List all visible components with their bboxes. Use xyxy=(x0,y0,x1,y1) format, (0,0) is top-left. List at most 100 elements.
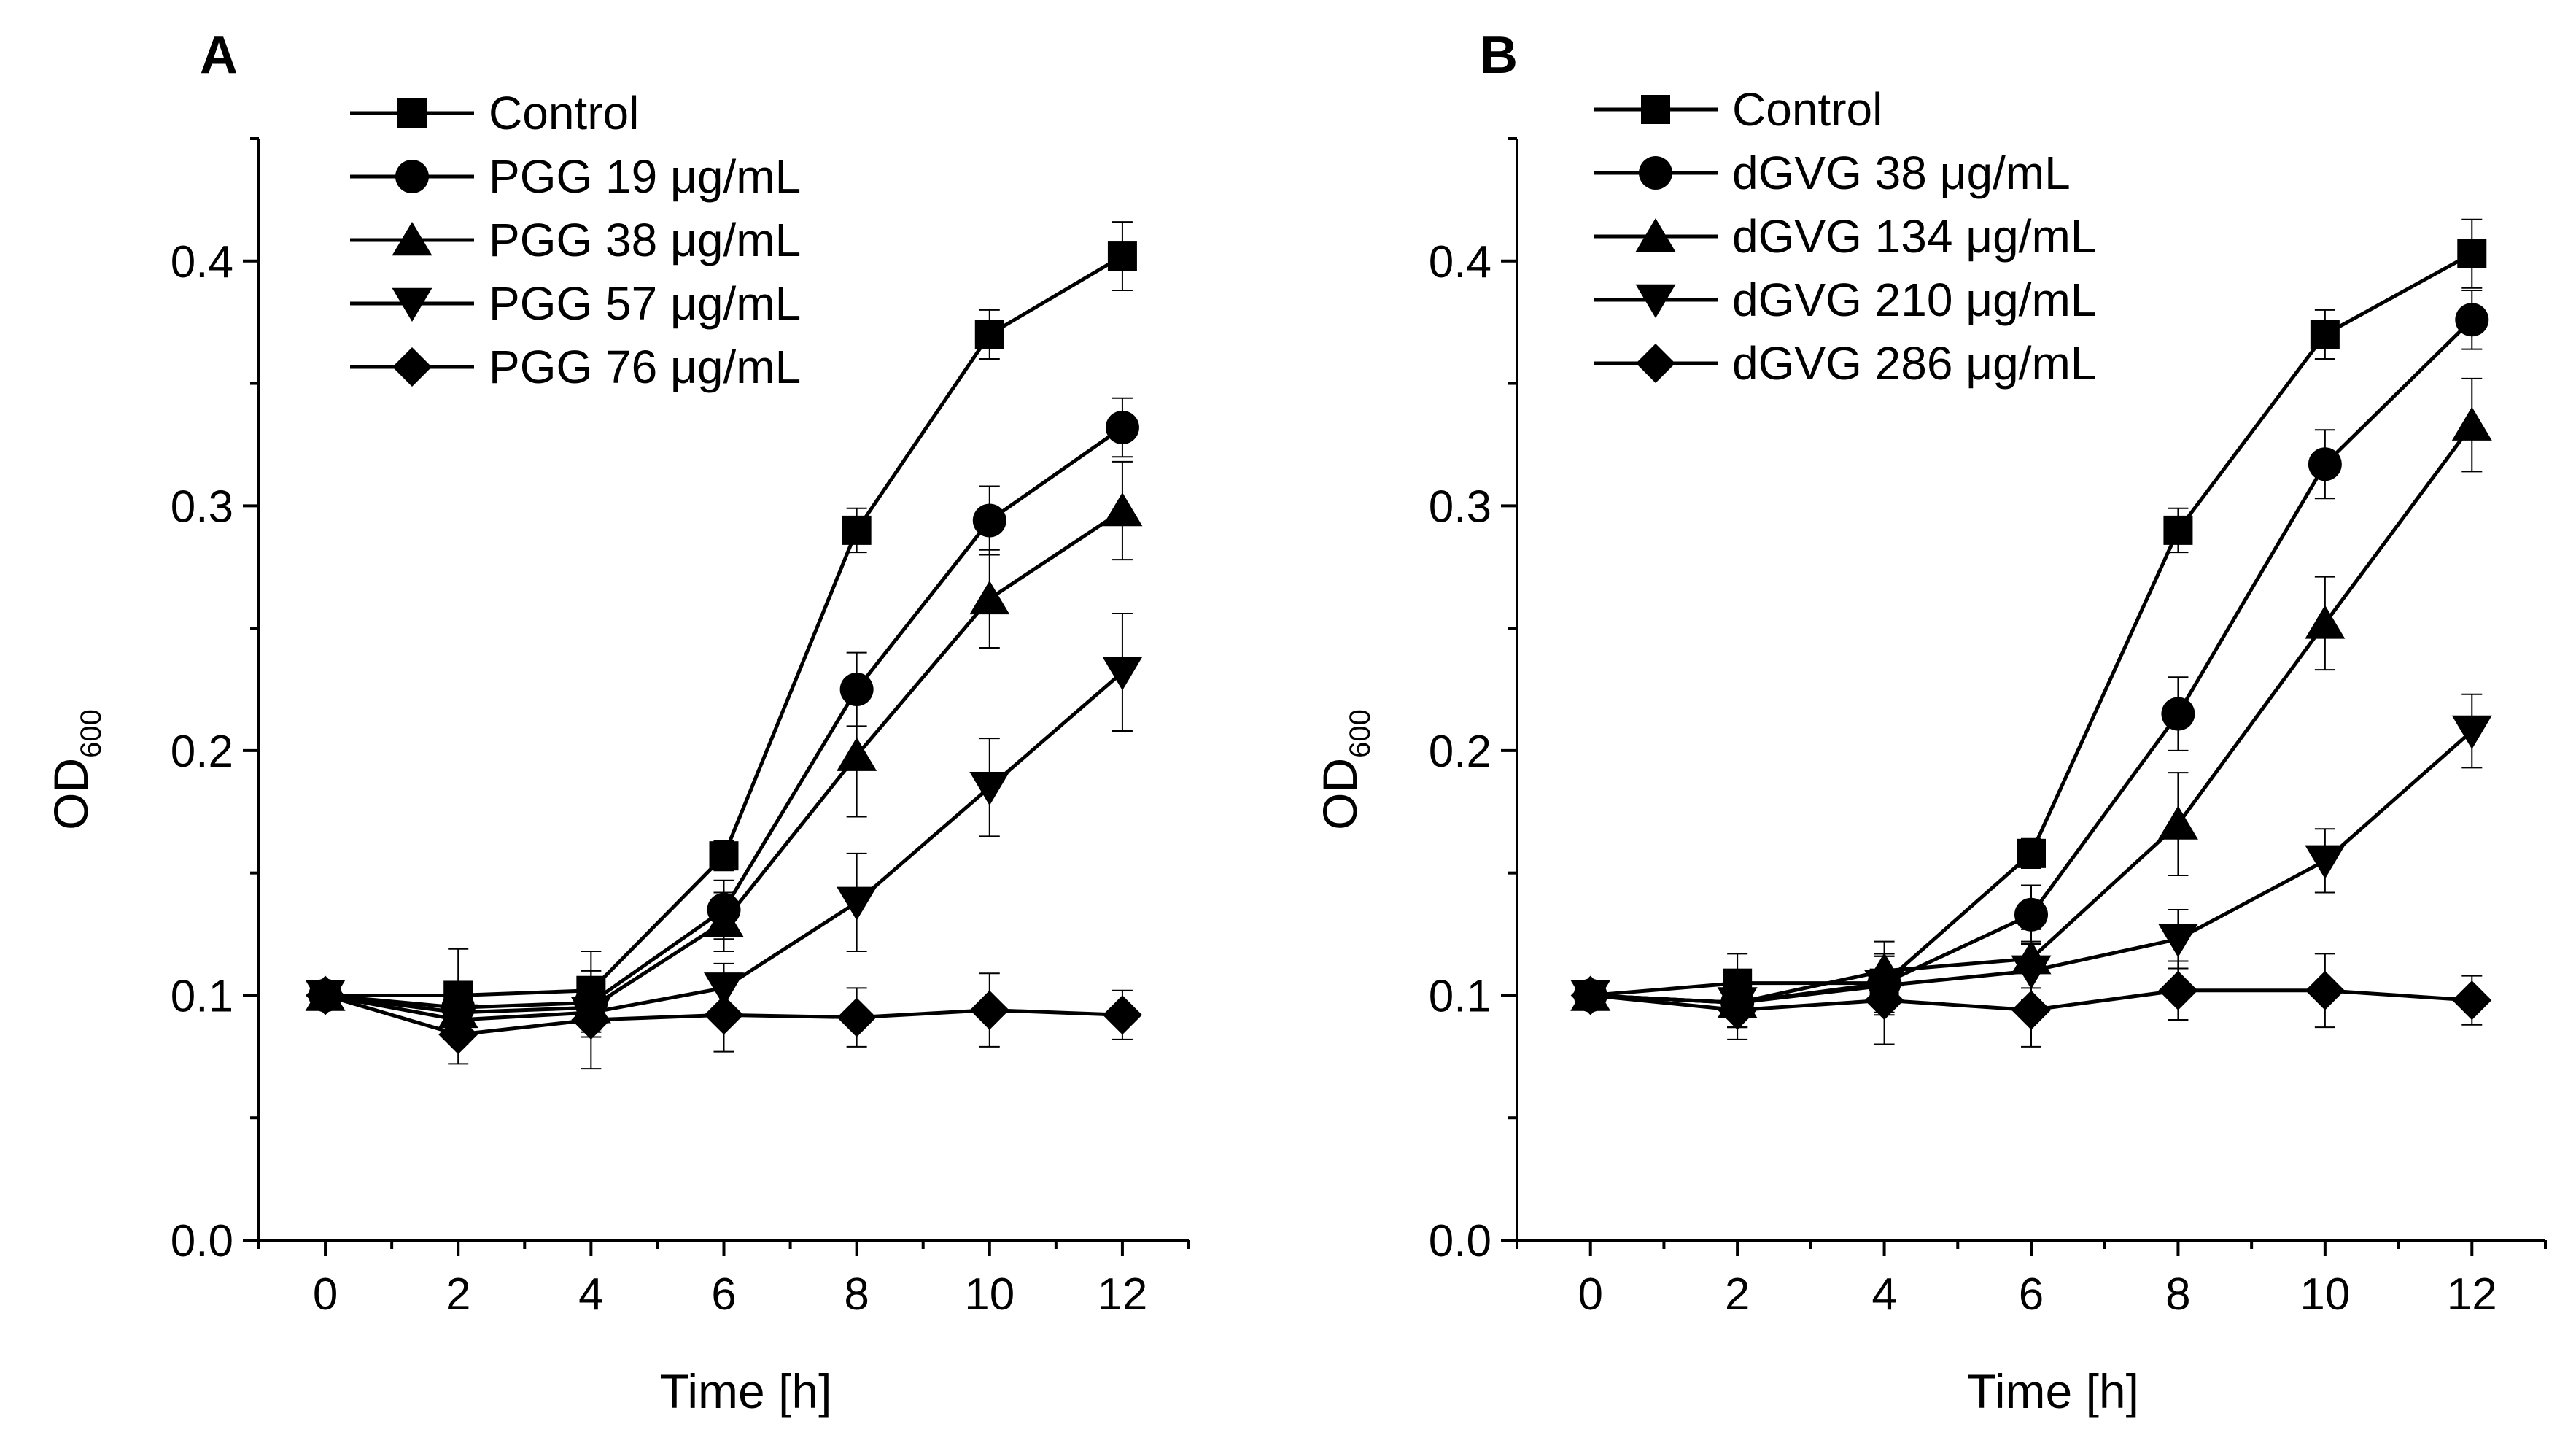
x-tick-label: 12 xyxy=(2447,1269,2497,1320)
panel-label: A xyxy=(200,26,238,85)
x-tick-label: 0 xyxy=(1578,1269,1602,1320)
legend-entry: Control xyxy=(1594,83,1882,136)
data-point xyxy=(1718,990,1758,1030)
x-tick-label: 8 xyxy=(844,1269,869,1320)
data-point xyxy=(2310,320,2340,349)
legend-entry: dGVG 38 μg/mL xyxy=(1594,147,2071,199)
x-tick-label: 6 xyxy=(2019,1269,2044,1320)
legend-marker xyxy=(395,160,429,193)
x-tick-label: 2 xyxy=(1725,1269,1750,1320)
data-point xyxy=(1102,657,1143,691)
legend-entry: PGG 38 μg/mL xyxy=(350,214,801,266)
legend-label: PGG 76 μg/mL xyxy=(489,341,801,393)
data-point xyxy=(972,503,1006,538)
legend-entry: PGG 76 μg/mL xyxy=(350,341,801,393)
x-tick-label: 0 xyxy=(313,1269,338,1320)
data-point xyxy=(2157,924,2198,958)
data-point xyxy=(2452,980,2492,1021)
data-point xyxy=(2011,955,2052,989)
x-tick-label: 10 xyxy=(964,1269,1015,1320)
data-point xyxy=(306,975,346,1015)
data-point xyxy=(571,1000,611,1040)
data-point xyxy=(438,1015,478,1055)
data-point xyxy=(1102,492,1143,527)
y-tick-label: 0.4 xyxy=(1429,237,1491,287)
y-axis-label-main: OD xyxy=(1313,758,1367,830)
y-tick-label: 0.2 xyxy=(171,727,233,777)
x-tick-label: 12 xyxy=(1097,1269,1147,1320)
data-point xyxy=(1864,980,1904,1021)
data-point xyxy=(1107,241,1137,271)
legend-label: dGVG 286 μg/mL xyxy=(1732,337,2096,390)
data-point xyxy=(704,995,744,1035)
y-tick-label: 0.1 xyxy=(1429,971,1491,1021)
data-point xyxy=(1105,410,1139,444)
data-point xyxy=(2017,838,2046,868)
data-point xyxy=(2305,605,2346,639)
legend-marker xyxy=(1635,218,1676,252)
legend-marker xyxy=(397,98,427,128)
data-point xyxy=(969,580,1010,615)
data-point xyxy=(974,320,1004,349)
chart-panel-b: B 0.0 0.1 0.2 0.3 0.4 0 2 4 6 8 10 12 Time [h] OD600 Co… xyxy=(1313,26,2547,1418)
legend-label: PGG 38 μg/mL xyxy=(489,214,801,266)
data-point xyxy=(704,903,744,938)
series-3 xyxy=(305,460,1143,1038)
x-tick-label: 4 xyxy=(1871,1269,1896,1320)
data-point xyxy=(969,990,1009,1030)
data-point xyxy=(837,997,877,1037)
y-tick-label: 0.3 xyxy=(1429,481,1491,532)
y-tick-label: 0.0 xyxy=(171,1216,233,1266)
legend-marker xyxy=(1639,156,1672,190)
legend-label: PGG 19 μg/mL xyxy=(489,150,801,203)
legend-entry: PGG 57 μg/mL xyxy=(350,277,801,330)
y-tick-label: 0.4 xyxy=(171,237,233,287)
data-point xyxy=(2451,406,2492,441)
y-tick-label: 0.1 xyxy=(171,971,233,1021)
legend-entry: PGG 19 μg/mL xyxy=(350,150,801,203)
legend-marker xyxy=(392,222,432,256)
data-point xyxy=(842,515,872,545)
y-axis-label-subscript: 600 xyxy=(1344,709,1376,758)
data-point xyxy=(2451,715,2492,750)
y-axis-label-main: OD xyxy=(44,758,98,830)
data-point xyxy=(2163,515,2193,545)
data-point xyxy=(2308,447,2342,481)
x-tick-label: 8 xyxy=(2165,1269,2190,1320)
legend-label: dGVG 210 μg/mL xyxy=(1732,274,2096,326)
legend-label: dGVG 38 μg/mL xyxy=(1732,147,2071,199)
data-point xyxy=(2157,805,2198,840)
x-axis-label: Time [h] xyxy=(660,1364,832,1418)
data-point xyxy=(1570,975,1610,1015)
legend-marker xyxy=(1636,344,1675,383)
data-point xyxy=(2011,990,2051,1030)
legend-entry: dGVG 210 μg/mL xyxy=(1594,274,2096,326)
data-point xyxy=(2305,970,2345,1010)
series-5 xyxy=(1570,953,2492,1048)
x-tick-label: 10 xyxy=(2300,1269,2350,1320)
x-tick-label: 2 xyxy=(446,1269,470,1320)
legend-entry: dGVG 134 μg/mL xyxy=(1594,210,2096,263)
data-point xyxy=(2158,970,2198,1010)
data-point xyxy=(969,771,1010,806)
panel-label: B xyxy=(1480,26,1518,85)
data-point xyxy=(2457,239,2487,268)
y-tick-label: 0.3 xyxy=(171,481,233,532)
data-point xyxy=(709,841,739,871)
legend-label: dGVG 134 μg/mL xyxy=(1732,210,2096,263)
data-point xyxy=(837,886,877,921)
y-axis-label: OD600 xyxy=(1313,709,1376,830)
series-2 xyxy=(1573,290,2489,1029)
x-axis-label: Time [h] xyxy=(1967,1364,2139,1418)
series-3 xyxy=(1570,377,2492,1029)
legend-entry: dGVG 286 μg/mL xyxy=(1594,337,2096,390)
data-point xyxy=(1102,995,1142,1035)
chart-panel-a: A 0.0 0.1 0.2 0.3 0.4 0 2 4 6 8 10 12 Time [h] OD600 Co… xyxy=(44,26,1190,1418)
y-axis-label: OD600 xyxy=(44,709,107,830)
y-axis-label-subscript: 600 xyxy=(75,709,107,758)
legend-marker xyxy=(1641,95,1670,124)
data-point xyxy=(2305,845,2346,879)
legend-marker xyxy=(392,287,432,322)
x-tick-label: 6 xyxy=(711,1269,736,1320)
